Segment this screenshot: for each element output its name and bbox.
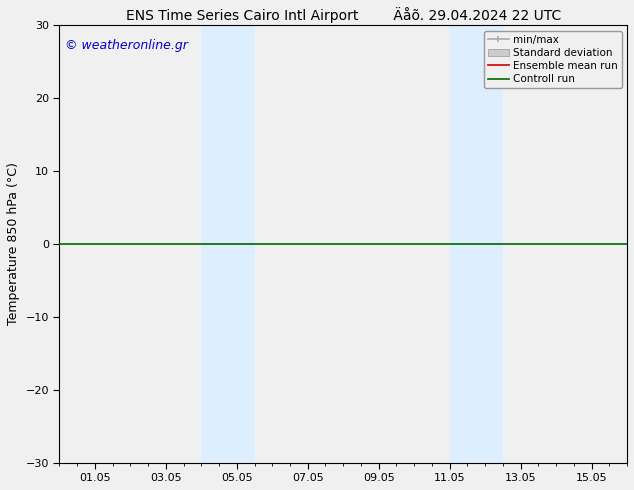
Text: © weatheronline.gr: © weatheronline.gr [65,39,188,51]
Legend: min/max, Standard deviation, Ensemble mean run, Controll run: min/max, Standard deviation, Ensemble me… [484,31,622,88]
Bar [202,25,254,463]
Title: ENS Time Series Cairo Intl Airport        Äåõ. 29.04.2024 22 UTC: ENS Time Series Cairo Intl Airport Äåõ. … [126,7,561,23]
Y-axis label: Temperature 850 hPa (°C): Temperature 850 hPa (°C) [7,163,20,325]
Bar [450,25,503,463]
